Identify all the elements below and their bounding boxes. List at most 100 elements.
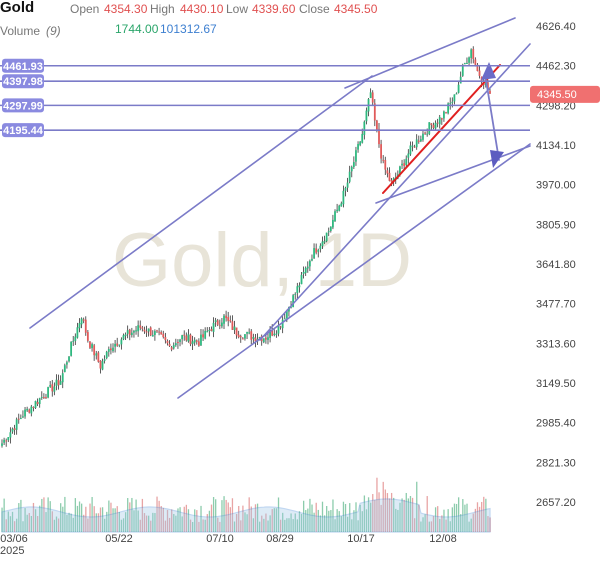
volume-bar bbox=[298, 511, 301, 532]
horizontal-levels[interactable]: 4461.93 4397.98 4297.99 4195.44 bbox=[0, 58, 530, 137]
candle-body bbox=[411, 145, 414, 147]
volume-label: Volume bbox=[0, 24, 41, 38]
candle-body bbox=[352, 162, 355, 168]
candle-body bbox=[26, 408, 29, 411]
volume-bar bbox=[282, 512, 284, 532]
volume-bar bbox=[307, 508, 309, 532]
candle-body bbox=[200, 334, 202, 346]
candle-body bbox=[250, 331, 253, 340]
volume-bar bbox=[215, 499, 217, 532]
horizontal-level-label: 4195.44 bbox=[3, 125, 44, 137]
candle-body bbox=[223, 315, 225, 324]
volume-bar bbox=[129, 502, 131, 532]
candle-body bbox=[342, 190, 345, 205]
x-tick-label: 05/22 bbox=[105, 533, 133, 545]
candle-body bbox=[336, 209, 339, 212]
volume-bar bbox=[256, 503, 259, 532]
volume-bar bbox=[11, 511, 14, 532]
candle-body bbox=[45, 397, 47, 399]
candle-body bbox=[208, 329, 211, 331]
horizontal-level-label: 4461.93 bbox=[3, 61, 43, 73]
volume-bar bbox=[451, 507, 454, 532]
candle-body bbox=[149, 327, 152, 336]
candle-body bbox=[235, 327, 238, 336]
volume-bar bbox=[55, 516, 58, 532]
volume-bar bbox=[462, 499, 464, 532]
close-label: Close bbox=[299, 2, 330, 16]
volume-bar bbox=[34, 509, 37, 532]
volume-bar bbox=[198, 521, 200, 532]
horizontal-level-label: 4397.98 bbox=[3, 76, 43, 88]
volume-bar bbox=[166, 509, 169, 532]
candle-body bbox=[413, 146, 416, 148]
volume-bars bbox=[1, 477, 491, 533]
candle-body bbox=[332, 219, 334, 228]
candle-body bbox=[308, 260, 311, 267]
candle-body bbox=[264, 337, 267, 340]
volume-bar bbox=[101, 507, 104, 532]
volume-bar bbox=[292, 519, 294, 532]
volume-bar bbox=[97, 513, 100, 532]
candle-body bbox=[254, 337, 257, 342]
x-tick-label: 08/29 bbox=[266, 533, 294, 545]
volume-bar bbox=[80, 503, 83, 532]
volume-bar bbox=[323, 515, 326, 532]
volume-bar bbox=[487, 516, 489, 532]
volume-bar bbox=[302, 500, 305, 532]
projection-arrow-line bbox=[485, 79, 500, 161]
candle-body bbox=[143, 329, 146, 332]
candle-body bbox=[319, 245, 322, 250]
volume-ma bbox=[1, 498, 491, 533]
volume-bar bbox=[346, 516, 349, 532]
volume-bar bbox=[122, 518, 125, 532]
close-value: 4345.50 bbox=[334, 2, 378, 16]
support-line bbox=[375, 145, 531, 204]
volume-bar bbox=[53, 519, 56, 532]
candle-body bbox=[197, 341, 200, 346]
volume-bar bbox=[401, 498, 403, 532]
volume-bar bbox=[455, 503, 458, 532]
y-tick-label: 3477.70 bbox=[536, 299, 576, 311]
drawings[interactable] bbox=[29, 17, 531, 399]
candle-body bbox=[53, 386, 56, 392]
y-tick-label: 2821.30 bbox=[536, 457, 576, 469]
candle-body bbox=[363, 121, 366, 135]
candle-body bbox=[470, 49, 473, 58]
volume-bar bbox=[424, 514, 426, 532]
candle-body bbox=[63, 365, 66, 373]
candle-body bbox=[55, 379, 58, 386]
volume-bar bbox=[68, 512, 70, 532]
candle-body bbox=[327, 231, 330, 233]
candle-body bbox=[380, 144, 382, 159]
candle-body bbox=[141, 327, 144, 329]
candle-body bbox=[438, 117, 441, 125]
volume-bar bbox=[422, 517, 424, 532]
candle-body bbox=[36, 402, 39, 405]
y-tick-label: 4298.20 bbox=[536, 100, 576, 112]
volume-bar bbox=[145, 515, 148, 532]
volume-bar bbox=[355, 502, 357, 532]
volume-bar bbox=[338, 511, 340, 532]
candle-body bbox=[325, 232, 328, 242]
y-tick-label: 3313.60 bbox=[536, 338, 576, 350]
volume-bar bbox=[242, 505, 244, 532]
volume-bar bbox=[139, 519, 141, 532]
candle-body bbox=[74, 336, 77, 341]
candle-body bbox=[34, 401, 37, 408]
candle-body bbox=[95, 353, 98, 356]
volume-bar bbox=[313, 512, 315, 532]
candle-body bbox=[451, 101, 454, 103]
candle-body bbox=[252, 337, 255, 339]
volume-bar bbox=[39, 505, 41, 532]
candle-body bbox=[227, 317, 230, 321]
volume-bar bbox=[223, 496, 225, 532]
candle-body bbox=[296, 286, 299, 294]
volume-bar bbox=[28, 513, 30, 532]
volume-bar bbox=[62, 506, 64, 532]
volume-bar bbox=[175, 515, 177, 532]
candle-body bbox=[156, 330, 158, 332]
candle-body bbox=[99, 360, 102, 369]
candle-body bbox=[346, 182, 349, 188]
